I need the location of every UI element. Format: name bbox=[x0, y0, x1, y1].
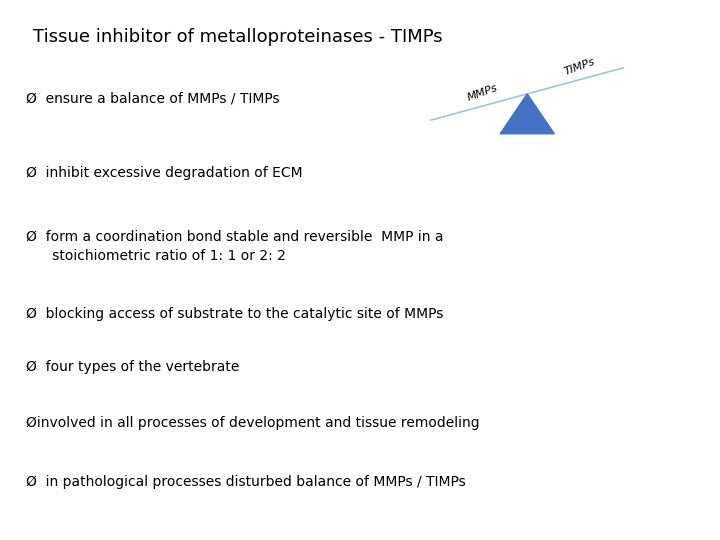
Text: Ø  form a coordination bond stable and reversible  MMP in a
      stoichiometric: Ø form a coordination bond stable and re… bbox=[25, 230, 443, 262]
Text: MMPs: MMPs bbox=[467, 83, 500, 103]
Text: TIMPs: TIMPs bbox=[563, 56, 597, 77]
Text: Ø  blocking access of substrate to the catalytic site of MMPs: Ø blocking access of substrate to the ca… bbox=[25, 307, 443, 321]
Text: Ø  ensure a balance of MMPs / TIMPs: Ø ensure a balance of MMPs / TIMPs bbox=[25, 92, 279, 106]
Text: Tissue inhibitor of metalloproteinases - TIMPs: Tissue inhibitor of metalloproteinases -… bbox=[32, 28, 442, 46]
Text: Øinvolved in all processes of development and tissue remodeling: Øinvolved in all processes of developmen… bbox=[25, 416, 479, 430]
Text: Ø  four types of the vertebrate: Ø four types of the vertebrate bbox=[25, 360, 239, 374]
Text: Ø  in pathological processes disturbed balance of MMPs / TIMPs: Ø in pathological processes disturbed ba… bbox=[25, 475, 465, 489]
Text: Ø  inhibit excessive degradation of ECM: Ø inhibit excessive degradation of ECM bbox=[25, 166, 302, 180]
Polygon shape bbox=[500, 94, 554, 134]
